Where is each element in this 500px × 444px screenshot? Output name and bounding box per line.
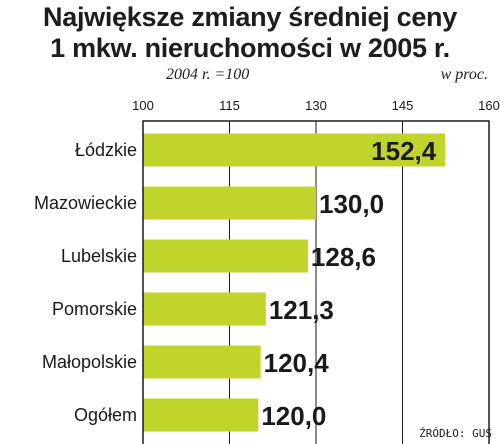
chart-title-line1: Największe zmiany średniej ceny: [43, 2, 457, 32]
value-label: 128,6: [311, 242, 376, 272]
labels-layer: 100 115 130 145 160 Łódzkie 152,4 Mazowieckie 13…: [34, 98, 500, 431]
bar: [143, 239, 308, 273]
category-label: Małopolskie: [42, 352, 137, 372]
chart-title: Największe zmiany średniej ceny 1 mkw. n…: [0, 2, 500, 64]
plot-frame: [142, 120, 490, 444]
value-label: 120,4: [264, 348, 330, 378]
bar: [143, 133, 446, 167]
source-note: ŹRÓDŁO: GUS: [419, 427, 492, 440]
value-label: 121,3: [269, 295, 334, 325]
value-label: 120,0: [261, 401, 326, 431]
value-label: 152,4: [371, 136, 437, 166]
chart-subtitle: 2004 r. =100: [166, 66, 250, 83]
chart-title-line2: 1 mkw. nieruchomości w 2005 r.: [50, 33, 450, 63]
bars-layer: [143, 133, 446, 432]
category-label: Łódzkie: [75, 140, 137, 160]
bar: [143, 292, 266, 326]
bar: [143, 186, 316, 220]
x-tick-label: 115: [219, 98, 240, 113]
grid-layer: [229, 121, 403, 444]
frame-layer: [142, 120, 490, 444]
x-tick-label: 145: [392, 98, 414, 113]
bar: [143, 345, 261, 379]
x-tick-label: 100: [132, 98, 154, 113]
value-label: 130,0: [319, 189, 384, 219]
category-label: Ogółem: [74, 405, 137, 425]
category-label: Mazowieckie: [34, 193, 137, 213]
x-tick-label: 160: [478, 98, 500, 113]
x-tick-label: 130: [305, 98, 327, 113]
category-label: Pomorskie: [52, 299, 137, 319]
category-label: Lubelskie: [61, 246, 137, 266]
bar: [143, 398, 259, 432]
unit-label: w proc.: [440, 66, 488, 83]
